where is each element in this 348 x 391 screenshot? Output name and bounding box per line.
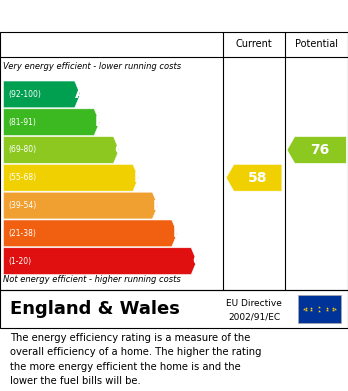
Text: 76: 76 xyxy=(310,143,330,157)
Polygon shape xyxy=(3,136,119,163)
Text: (55-68): (55-68) xyxy=(9,173,37,182)
Text: E: E xyxy=(153,199,163,213)
Text: 2002/91/EC: 2002/91/EC xyxy=(228,312,280,321)
Text: England & Wales: England & Wales xyxy=(10,300,180,318)
Text: D: D xyxy=(134,171,145,185)
Polygon shape xyxy=(3,248,197,274)
Polygon shape xyxy=(3,220,177,247)
Text: Energy Efficiency Rating: Energy Efficiency Rating xyxy=(10,9,220,23)
Text: G: G xyxy=(192,254,203,268)
Text: Very energy efficient - lower running costs: Very energy efficient - lower running co… xyxy=(3,62,182,71)
Polygon shape xyxy=(287,136,346,163)
Polygon shape xyxy=(226,164,282,191)
Text: (69-80): (69-80) xyxy=(9,145,37,154)
Text: (39-54): (39-54) xyxy=(9,201,37,210)
Text: (81-91): (81-91) xyxy=(9,118,37,127)
Text: Current: Current xyxy=(236,39,272,49)
Text: 58: 58 xyxy=(248,171,267,185)
Text: C: C xyxy=(114,143,125,157)
Text: The energy efficiency rating is a measure of the
overall efficiency of a home. T: The energy efficiency rating is a measur… xyxy=(10,333,262,386)
Text: (1-20): (1-20) xyxy=(9,256,32,265)
Text: Potential: Potential xyxy=(295,39,338,49)
Polygon shape xyxy=(3,192,158,219)
Text: F: F xyxy=(173,226,182,240)
Polygon shape xyxy=(3,164,139,191)
Text: Not energy efficient - higher running costs: Not energy efficient - higher running co… xyxy=(3,274,181,283)
Polygon shape xyxy=(3,81,80,108)
Text: B: B xyxy=(95,115,105,129)
Polygon shape xyxy=(3,109,100,136)
Text: EU Directive: EU Directive xyxy=(226,299,282,308)
Text: (21-38): (21-38) xyxy=(9,229,37,238)
Text: A: A xyxy=(76,88,86,101)
Text: (92-100): (92-100) xyxy=(9,90,41,99)
FancyBboxPatch shape xyxy=(298,294,341,323)
